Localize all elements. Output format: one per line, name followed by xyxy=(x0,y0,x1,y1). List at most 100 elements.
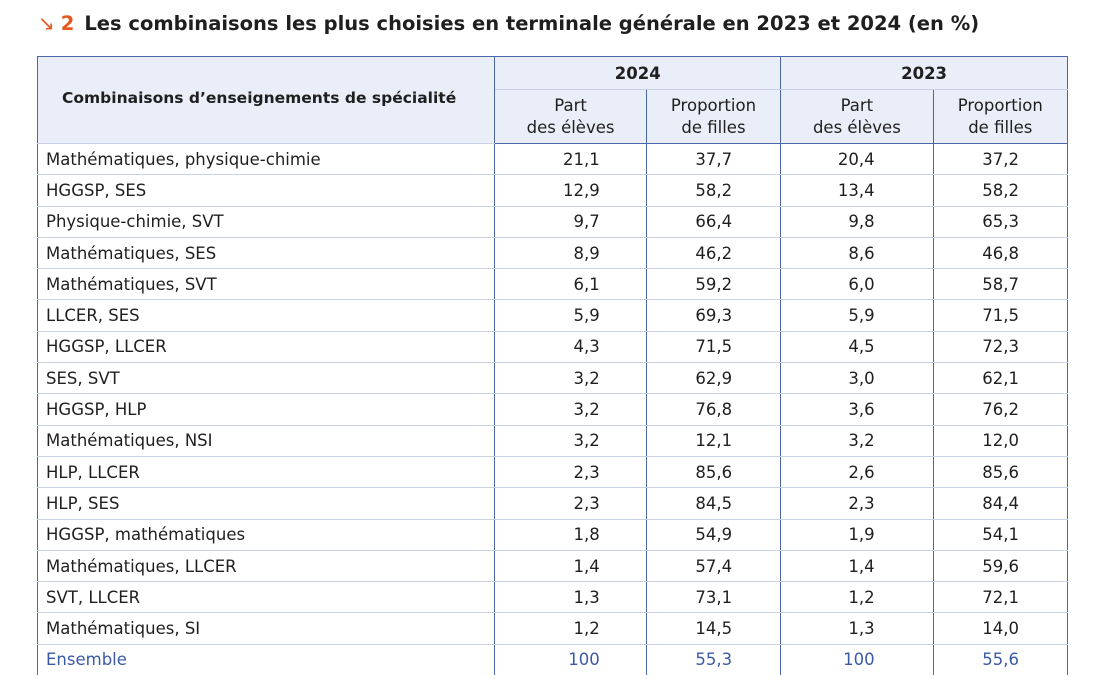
row-label: SVT, LLCER xyxy=(36,581,496,614)
table-row: HLP, SES 2,3 84,5 2,3 84,4 xyxy=(36,487,1069,520)
value-cell: 84,4 xyxy=(932,487,1069,520)
sub-header-line: Proportion xyxy=(957,95,1043,115)
figure-title: ↘ 2 Les combinaisons les plus choisies e… xyxy=(38,8,979,38)
value-cell: 1,3 xyxy=(494,581,647,614)
value-cell: 72,1 xyxy=(932,581,1069,614)
value-cell: 72,3 xyxy=(932,330,1069,364)
value-cell: 100 xyxy=(494,643,647,676)
value-cell: 1,4 xyxy=(780,549,934,583)
value-cell: 9,7 xyxy=(494,205,647,238)
value-cell: 37,7 xyxy=(645,142,782,176)
sub-header-line: des élèves xyxy=(812,117,901,137)
value-cell: 3,2 xyxy=(780,424,934,457)
data-table: Combinaisons d’enseignements de spéciali… xyxy=(36,56,1069,676)
value-cell: 2,3 xyxy=(494,487,647,520)
table-row: HLP, LLCER 2,3 85,6 2,6 85,6 xyxy=(36,455,1069,489)
value-cell: 58,7 xyxy=(932,268,1069,301)
value-cell: 1,2 xyxy=(494,612,647,645)
value-cell: 8,9 xyxy=(494,236,647,270)
value-cell: 76,8 xyxy=(645,393,782,426)
total-row: Ensemble 100 55,3 100 55,6 xyxy=(36,643,1069,676)
value-cell: 5,9 xyxy=(494,299,647,332)
row-label: Mathématiques, NSI xyxy=(36,424,496,457)
value-cell: 1,9 xyxy=(780,518,934,551)
sub-header-part-2024: Part des élèves xyxy=(494,89,647,144)
value-cell: 55,3 xyxy=(645,643,782,676)
value-cell: 1,2 xyxy=(780,581,934,614)
value-cell: 8,6 xyxy=(780,236,934,270)
table-row: HGGSP, LLCER 4,3 71,5 4,5 72,3 xyxy=(36,330,1069,364)
value-cell: 54,9 xyxy=(645,518,782,551)
row-label: Mathématiques, SES xyxy=(36,236,496,270)
value-cell: 71,5 xyxy=(932,299,1069,332)
value-cell: 2,6 xyxy=(780,455,934,489)
value-cell: 73,1 xyxy=(645,581,782,614)
value-cell: 62,9 xyxy=(645,362,782,395)
value-cell: 4,5 xyxy=(780,330,934,364)
sub-header-line: de filles xyxy=(681,117,746,137)
value-cell: 12,1 xyxy=(645,424,782,457)
value-cell: 1,4 xyxy=(494,549,647,583)
table-row: SVT, LLCER 1,3 73,1 1,2 72,1 xyxy=(36,581,1069,614)
sub-header-line: Proportion xyxy=(670,95,757,115)
table-row: Mathématiques, NSI 3,2 12,1 3,2 12,0 xyxy=(36,424,1069,457)
value-cell: 2,3 xyxy=(494,455,647,489)
sub-header-filles-2024: Proportion de filles xyxy=(645,89,782,144)
value-cell: 65,3 xyxy=(932,205,1069,238)
year-header-2023: 2023 xyxy=(780,56,1068,90)
value-cell: 46,2 xyxy=(645,236,782,270)
row-label: Physique-chimie, SVT xyxy=(36,205,496,238)
value-cell: 85,6 xyxy=(932,455,1069,489)
arrow-down-right-icon: ↘ xyxy=(38,11,55,35)
value-cell: 20,4 xyxy=(780,142,934,176)
row-label: HLP, LLCER xyxy=(36,455,496,489)
row-label: Mathématiques, SI xyxy=(36,612,496,645)
row-header-label: Combinaisons d’enseignements de spéciali… xyxy=(36,56,496,144)
table-row: HGGSP, HLP 3,2 76,8 3,6 76,2 xyxy=(36,393,1069,426)
row-label: HGGSP, HLP xyxy=(36,393,496,426)
row-label: Mathématiques, physique-chimie xyxy=(36,142,496,176)
row-label: Mathématiques, LLCER xyxy=(36,549,496,583)
value-cell: 59,6 xyxy=(932,549,1069,583)
value-cell: 71,5 xyxy=(645,330,782,364)
table-row: SES, SVT 3,2 62,9 3,0 62,1 xyxy=(36,362,1069,395)
value-cell: 3,2 xyxy=(494,424,647,457)
table-row: Mathématiques, SI 1,2 14,5 1,3 14,0 xyxy=(36,612,1069,645)
figure-title-text: Les combinaisons les plus choisies en te… xyxy=(84,11,980,35)
value-cell: 3,6 xyxy=(780,393,934,426)
value-cell: 21,1 xyxy=(494,142,647,176)
table-row: Physique-chimie, SVT 9,7 66,4 9,8 65,3 xyxy=(36,205,1069,238)
value-cell: 58,2 xyxy=(645,174,782,207)
row-label: SES, SVT xyxy=(36,362,496,395)
value-cell: 58,2 xyxy=(932,174,1069,207)
value-cell: 5,9 xyxy=(780,299,934,332)
row-label: HGGSP, mathématiques xyxy=(36,518,496,551)
row-label: Ensemble xyxy=(36,643,496,676)
value-cell: 55,6 xyxy=(932,643,1069,676)
value-cell: 14,0 xyxy=(932,612,1069,645)
sub-header-part-2023: Part des élèves xyxy=(780,89,934,144)
value-cell: 3,2 xyxy=(494,362,647,395)
value-cell: 12,0 xyxy=(932,424,1069,457)
row-label: HGGSP, LLCER xyxy=(36,330,496,364)
value-cell: 2,3 xyxy=(780,487,934,520)
sub-header-line: de filles xyxy=(968,117,1033,137)
value-cell: 84,5 xyxy=(645,487,782,520)
value-cell: 66,4 xyxy=(645,205,782,238)
value-cell: 1,3 xyxy=(780,612,934,645)
value-cell: 100 xyxy=(780,643,934,676)
value-cell: 4,3 xyxy=(494,330,647,364)
table-row: Mathématiques, SVT 6,1 59,2 6,0 58,7 xyxy=(36,268,1069,301)
row-label: HLP, SES xyxy=(36,487,496,520)
value-cell: 46,8 xyxy=(932,236,1069,270)
table-row: HGGSP, mathématiques 1,8 54,9 1,9 54,1 xyxy=(36,518,1069,551)
table-row: Mathématiques, physique-chimie 21,1 37,7 20… xyxy=(36,142,1069,176)
value-cell: 76,2 xyxy=(932,393,1069,426)
sub-header-line: Part xyxy=(554,95,587,115)
value-cell: 6,0 xyxy=(780,268,934,301)
value-cell: 12,9 xyxy=(494,174,647,207)
sub-header-line: Part xyxy=(840,95,874,115)
table-row: LLCER, SES 5,9 69,3 5,9 71,5 xyxy=(36,299,1069,332)
figure-number: 2 xyxy=(60,11,75,35)
value-cell: 3,0 xyxy=(780,362,934,395)
